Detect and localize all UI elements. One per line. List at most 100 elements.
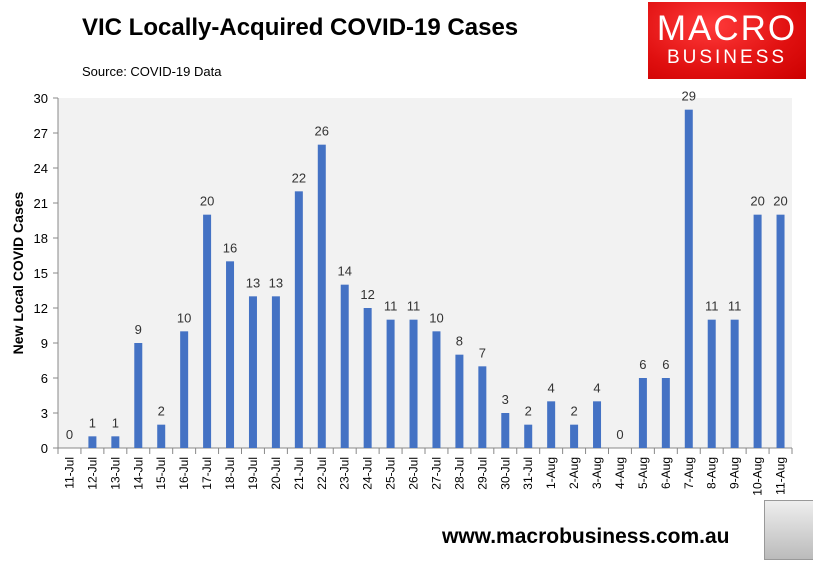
bar <box>730 319 739 448</box>
data-label: 1 <box>112 415 119 430</box>
data-label: 2 <box>158 404 165 419</box>
x-tick-label: 14-Jul <box>131 457 145 490</box>
x-tick-label: 1-Aug <box>544 457 558 489</box>
x-tick-label: 4-Aug <box>613 457 627 489</box>
bar <box>524 424 533 448</box>
bar <box>501 413 510 448</box>
x-tick-label: 10-Aug <box>751 457 765 496</box>
data-label: 20 <box>773 194 787 209</box>
y-tick-label: 27 <box>34 126 48 141</box>
x-tick-label: 27-Jul <box>429 457 443 490</box>
y-tick-label: 24 <box>34 161 48 176</box>
bar <box>684 109 693 449</box>
bar <box>707 319 716 448</box>
x-tick-label: 28-Jul <box>452 457 466 490</box>
data-label: 11 <box>384 299 398 314</box>
data-label: 6 <box>662 357 669 372</box>
wolf-logo-image <box>764 500 813 560</box>
bar <box>111 436 120 448</box>
bar <box>661 378 670 448</box>
y-tick-label: 12 <box>34 301 48 316</box>
macrobusiness-logo: MACRO BUSINESS <box>648 2 806 79</box>
x-tick-label: 19-Jul <box>246 457 260 490</box>
bar <box>432 331 441 448</box>
bar <box>593 401 602 448</box>
x-tick-label: 23-Jul <box>338 457 352 490</box>
bar <box>157 424 166 448</box>
x-tick-label: 16-Jul <box>177 457 191 490</box>
data-label: 0 <box>616 427 623 442</box>
y-tick-label: 0 <box>41 441 48 456</box>
data-label: 3 <box>502 392 509 407</box>
data-label: 14 <box>337 264 351 279</box>
x-tick-label: 25-Jul <box>384 457 398 490</box>
data-label: 7 <box>479 345 486 360</box>
data-label: 11 <box>705 299 719 314</box>
data-label: 26 <box>315 124 329 139</box>
x-tick-label: 11-Aug <box>774 457 788 495</box>
data-label: 11 <box>728 299 742 314</box>
x-tick-label: 15-Jul <box>154 457 168 490</box>
chart-subtitle: Source: COVID-19 Data <box>82 64 222 79</box>
x-tick-label: 18-Jul <box>223 457 237 490</box>
x-tick-label: 12-Jul <box>85 457 99 490</box>
data-label: 4 <box>593 380 600 395</box>
x-tick-label: 2-Aug <box>567 457 581 489</box>
bar <box>386 319 395 448</box>
footer-url: www.macrobusiness.com.au <box>442 525 730 548</box>
data-label: 29 <box>682 89 696 104</box>
x-tick-label: 22-Jul <box>315 457 329 490</box>
bar <box>547 401 556 448</box>
x-tick-label: 17-Jul <box>200 457 214 490</box>
data-label: 2 <box>570 404 577 419</box>
bar <box>363 308 372 448</box>
bar <box>776 214 785 448</box>
plot-area <box>58 98 792 448</box>
x-tick-label: 21-Jul <box>292 457 306 490</box>
x-tick-label: 26-Jul <box>407 457 421 490</box>
y-tick-label: 21 <box>34 196 48 211</box>
x-tick-label: 30-Jul <box>498 457 512 490</box>
x-tick-label: 9-Aug <box>728 457 742 489</box>
bar <box>317 144 326 448</box>
bar <box>203 214 212 448</box>
x-tick-label: 29-Jul <box>475 457 489 490</box>
data-label: 6 <box>639 357 646 372</box>
data-label: 0 <box>66 427 73 442</box>
data-label: 1 <box>89 415 96 430</box>
x-tick-label: 3-Aug <box>590 457 604 489</box>
bar <box>134 343 143 448</box>
bar <box>226 261 235 448</box>
data-label: 13 <box>269 275 283 290</box>
y-tick-label: 3 <box>41 406 48 421</box>
data-label: 11 <box>407 299 421 314</box>
logo-line2: BUSINESS <box>666 47 788 68</box>
bar <box>88 436 97 448</box>
bar <box>455 354 464 448</box>
bar <box>271 296 280 448</box>
bar <box>638 378 647 448</box>
bar <box>570 424 579 448</box>
x-tick-label: 20-Jul <box>269 457 283 490</box>
bar <box>180 331 189 448</box>
bar <box>409 319 418 448</box>
data-label: 12 <box>360 287 374 302</box>
data-label: 9 <box>135 322 142 337</box>
bar <box>478 366 487 448</box>
x-tick-label: 5-Aug <box>636 457 650 489</box>
x-tick-label: 6-Aug <box>659 457 673 489</box>
data-label: 22 <box>292 170 306 185</box>
bar <box>248 296 257 448</box>
x-tick-label: 11-Jul <box>62 457 76 489</box>
bar <box>340 284 349 448</box>
y-tick-label: 18 <box>34 231 48 246</box>
y-tick-label: 6 <box>41 371 48 386</box>
data-label: 20 <box>200 194 214 209</box>
x-tick-label: 13-Jul <box>108 457 122 490</box>
bar <box>753 214 762 448</box>
x-tick-label: 31-Jul <box>521 457 535 490</box>
x-tick-label: 24-Jul <box>361 457 375 490</box>
data-label: 16 <box>223 240 237 255</box>
y-tick-label: 30 <box>34 91 48 106</box>
